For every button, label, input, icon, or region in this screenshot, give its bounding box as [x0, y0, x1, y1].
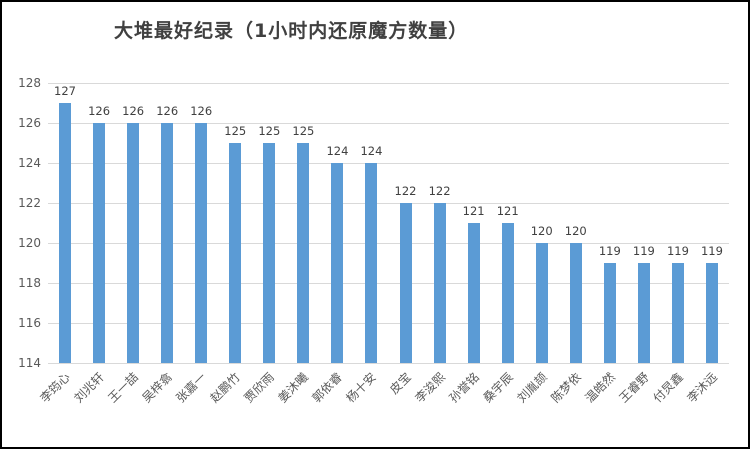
- bar: [671, 263, 684, 363]
- bar: [399, 203, 412, 363]
- gridline: [48, 83, 729, 84]
- bar-value-label: 121: [496, 204, 519, 218]
- gridline: [48, 323, 729, 324]
- bar: [603, 263, 616, 363]
- bar: [161, 123, 174, 363]
- bar-value-label: 126: [156, 104, 179, 118]
- gridline: [48, 243, 729, 244]
- plot-area: 114 116 118 120 122 124 126 128 127 李筠心 126 刘兆轩 126 王…: [18, 76, 729, 405]
- y-axis-tick-label: 128: [18, 76, 41, 90]
- bar-value-label: 120: [530, 224, 553, 238]
- bar-value-label: 122: [394, 184, 417, 198]
- bar: [569, 243, 582, 363]
- bar-value-label: 126: [122, 104, 145, 118]
- y-axis-tick-label: 122: [18, 196, 41, 210]
- bar-value-label: 119: [598, 244, 621, 258]
- bar: [705, 263, 718, 363]
- gridline: [48, 123, 729, 124]
- bar: [93, 123, 106, 363]
- bar-value-label: 119: [666, 244, 689, 258]
- gridline: [48, 283, 729, 284]
- bar-value-label: 121: [462, 204, 485, 218]
- gridline: [48, 163, 729, 164]
- bar: [365, 163, 378, 363]
- bar-value-label: 119: [700, 244, 723, 258]
- bar-value-label: 122: [428, 184, 451, 198]
- bar: [637, 263, 650, 363]
- y-axis-tick-label: 114: [18, 356, 41, 370]
- bar: [331, 163, 344, 363]
- y-axis-tick-label: 124: [18, 156, 41, 170]
- y-axis-tick-label: 118: [18, 276, 41, 290]
- bar-value-label: 120: [564, 224, 587, 238]
- bar-value-label: 119: [632, 244, 655, 258]
- y-axis-tick-label: 116: [18, 316, 41, 330]
- bar: [297, 143, 310, 363]
- bar: [127, 123, 140, 363]
- y-axis-tick-label: 126: [18, 116, 41, 130]
- bar: [433, 203, 446, 363]
- bar-value-label: 126: [88, 104, 111, 118]
- bar: [501, 223, 514, 363]
- bar: [535, 243, 548, 363]
- bar: [195, 123, 208, 363]
- bar-value-label: 125: [292, 124, 315, 138]
- gridline: [48, 203, 729, 204]
- bar-value-label: 126: [190, 104, 213, 118]
- bar-value-label: 124: [326, 144, 349, 158]
- bar-value-label: 125: [258, 124, 281, 138]
- bar: [229, 143, 242, 363]
- y-axis-tick-label: 120: [18, 236, 41, 250]
- bar: [467, 223, 480, 363]
- bar-value-label: 127: [54, 84, 76, 98]
- bar-value-label: 125: [224, 124, 247, 138]
- gridline: [48, 363, 729, 364]
- bar-value-label: 124: [360, 144, 383, 158]
- chart-title: 大堆最好纪录（1小时内还原魔方数量）: [114, 20, 469, 42]
- bar: [263, 143, 276, 363]
- bar: [59, 103, 72, 363]
